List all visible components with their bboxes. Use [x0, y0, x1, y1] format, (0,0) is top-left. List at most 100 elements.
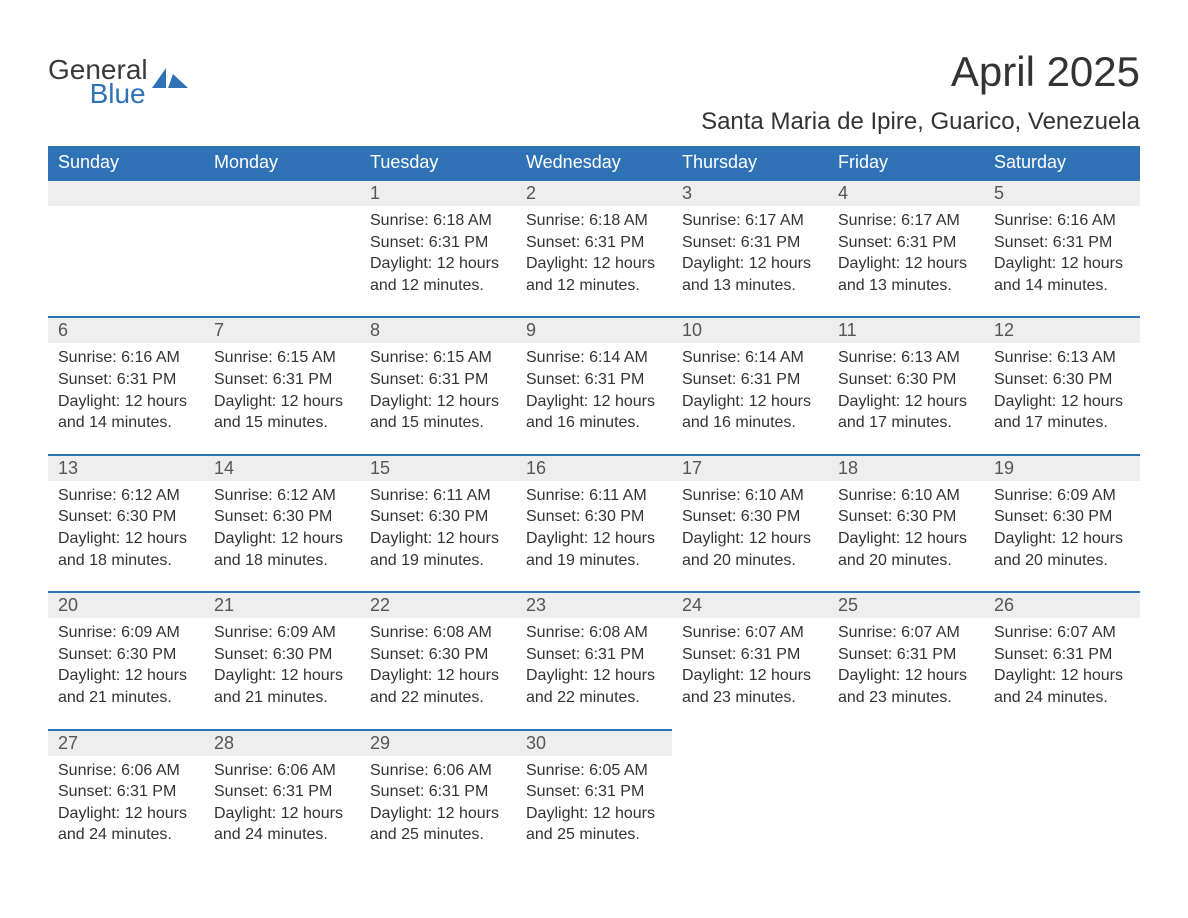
- daylight-text: Daylight: 12 hours and 13 minutes.: [838, 253, 974, 296]
- day-info-cell: Sunrise: 6:18 AMSunset: 6:31 PMDaylight:…: [360, 206, 516, 317]
- sunrise-text: Sunrise: 6:06 AM: [58, 760, 194, 782]
- day-info-cell: Sunrise: 6:15 AMSunset: 6:31 PMDaylight:…: [360, 343, 516, 454]
- sunset-text: Sunset: 6:30 PM: [370, 644, 506, 666]
- day-number-cell: 9: [516, 317, 672, 343]
- day-info-row: Sunrise: 6:09 AMSunset: 6:30 PMDaylight:…: [48, 618, 1140, 729]
- day-number-cell: 6: [48, 317, 204, 343]
- daylight-text: Daylight: 12 hours and 25 minutes.: [526, 803, 662, 846]
- sunset-text: Sunset: 6:30 PM: [214, 644, 350, 666]
- day-number-cell: [828, 730, 984, 756]
- sunrise-text: Sunrise: 6:09 AM: [214, 622, 350, 644]
- day-number-row: 12345: [48, 180, 1140, 206]
- sunset-text: Sunset: 6:30 PM: [58, 644, 194, 666]
- day-info-cell: [828, 756, 984, 866]
- daylight-text: Daylight: 12 hours and 24 minutes.: [214, 803, 350, 846]
- calendar-body: 12345Sunrise: 6:18 AMSunset: 6:31 PMDayl…: [48, 180, 1140, 866]
- day-info-cell: Sunrise: 6:10 AMSunset: 6:30 PMDaylight:…: [672, 481, 828, 592]
- day-number-cell: [984, 730, 1140, 756]
- weekday-header: Tuesday: [360, 146, 516, 180]
- weekday-header: Friday: [828, 146, 984, 180]
- day-info-cell: Sunrise: 6:13 AMSunset: 6:30 PMDaylight:…: [984, 343, 1140, 454]
- sunrise-text: Sunrise: 6:09 AM: [994, 485, 1130, 507]
- sunrise-text: Sunrise: 6:08 AM: [370, 622, 506, 644]
- sunrise-text: Sunrise: 6:17 AM: [682, 210, 818, 232]
- sunrise-text: Sunrise: 6:05 AM: [526, 760, 662, 782]
- sunset-text: Sunset: 6:31 PM: [682, 644, 818, 666]
- day-info-cell: Sunrise: 6:06 AMSunset: 6:31 PMDaylight:…: [48, 756, 204, 866]
- day-info-cell: Sunrise: 6:09 AMSunset: 6:30 PMDaylight:…: [984, 481, 1140, 592]
- daylight-text: Daylight: 12 hours and 21 minutes.: [58, 665, 194, 708]
- sunset-text: Sunset: 6:31 PM: [58, 369, 194, 391]
- daylight-text: Daylight: 12 hours and 19 minutes.: [526, 528, 662, 571]
- sunset-text: Sunset: 6:31 PM: [682, 232, 818, 254]
- sunrise-text: Sunrise: 6:15 AM: [214, 347, 350, 369]
- daylight-text: Daylight: 12 hours and 24 minutes.: [994, 665, 1130, 708]
- day-number-cell: 26: [984, 592, 1140, 618]
- weekday-header: Thursday: [672, 146, 828, 180]
- day-number-cell: 7: [204, 317, 360, 343]
- sunset-text: Sunset: 6:31 PM: [682, 369, 818, 391]
- sunset-text: Sunset: 6:31 PM: [370, 369, 506, 391]
- weekday-header: Monday: [204, 146, 360, 180]
- day-info-cell: Sunrise: 6:12 AMSunset: 6:30 PMDaylight:…: [204, 481, 360, 592]
- day-number-row: 6789101112: [48, 317, 1140, 343]
- daylight-text: Daylight: 12 hours and 15 minutes.: [214, 391, 350, 434]
- sunrise-text: Sunrise: 6:13 AM: [994, 347, 1130, 369]
- day-info-cell: [984, 756, 1140, 866]
- day-number-cell: [48, 180, 204, 206]
- day-info-cell: Sunrise: 6:13 AMSunset: 6:30 PMDaylight:…: [828, 343, 984, 454]
- sunset-text: Sunset: 6:31 PM: [994, 232, 1130, 254]
- weekday-header: Saturday: [984, 146, 1140, 180]
- day-number-cell: 20: [48, 592, 204, 618]
- sunset-text: Sunset: 6:31 PM: [838, 644, 974, 666]
- day-number-row: 20212223242526: [48, 592, 1140, 618]
- day-info-cell: Sunrise: 6:10 AMSunset: 6:30 PMDaylight:…: [828, 481, 984, 592]
- day-number-cell: 28: [204, 730, 360, 756]
- day-info-row: Sunrise: 6:06 AMSunset: 6:31 PMDaylight:…: [48, 756, 1140, 866]
- daylight-text: Daylight: 12 hours and 16 minutes.: [682, 391, 818, 434]
- logo: General Blue: [48, 48, 188, 108]
- sunrise-text: Sunrise: 6:17 AM: [838, 210, 974, 232]
- sunrise-text: Sunrise: 6:11 AM: [526, 485, 662, 507]
- sunset-text: Sunset: 6:30 PM: [682, 506, 818, 528]
- day-number-cell: 24: [672, 592, 828, 618]
- day-number-cell: [204, 180, 360, 206]
- daylight-text: Daylight: 12 hours and 16 minutes.: [526, 391, 662, 434]
- daylight-text: Daylight: 12 hours and 23 minutes.: [682, 665, 818, 708]
- sunrise-text: Sunrise: 6:16 AM: [994, 210, 1130, 232]
- day-info-cell: Sunrise: 6:06 AMSunset: 6:31 PMDaylight:…: [204, 756, 360, 866]
- sunset-text: Sunset: 6:30 PM: [994, 369, 1130, 391]
- sunset-text: Sunset: 6:31 PM: [370, 232, 506, 254]
- sunrise-text: Sunrise: 6:08 AM: [526, 622, 662, 644]
- daylight-text: Daylight: 12 hours and 25 minutes.: [370, 803, 506, 846]
- day-info-row: Sunrise: 6:18 AMSunset: 6:31 PMDaylight:…: [48, 206, 1140, 317]
- sunset-text: Sunset: 6:31 PM: [838, 232, 974, 254]
- day-info-cell: Sunrise: 6:05 AMSunset: 6:31 PMDaylight:…: [516, 756, 672, 866]
- daylight-text: Daylight: 12 hours and 22 minutes.: [526, 665, 662, 708]
- day-info-cell: Sunrise: 6:12 AMSunset: 6:30 PMDaylight:…: [48, 481, 204, 592]
- sunrise-text: Sunrise: 6:06 AM: [214, 760, 350, 782]
- sunrise-text: Sunrise: 6:10 AM: [682, 485, 818, 507]
- day-info-cell: Sunrise: 6:07 AMSunset: 6:31 PMDaylight:…: [828, 618, 984, 729]
- day-number-cell: 29: [360, 730, 516, 756]
- day-number-cell: 13: [48, 455, 204, 481]
- day-number-cell: [672, 730, 828, 756]
- day-info-cell: Sunrise: 6:16 AMSunset: 6:31 PMDaylight:…: [984, 206, 1140, 317]
- day-number-cell: 16: [516, 455, 672, 481]
- day-number-cell: 22: [360, 592, 516, 618]
- sunset-text: Sunset: 6:31 PM: [58, 781, 194, 803]
- day-info-cell: Sunrise: 6:11 AMSunset: 6:30 PMDaylight:…: [516, 481, 672, 592]
- sunrise-text: Sunrise: 6:14 AM: [526, 347, 662, 369]
- day-info-cell: Sunrise: 6:07 AMSunset: 6:31 PMDaylight:…: [672, 618, 828, 729]
- day-info-cell: Sunrise: 6:15 AMSunset: 6:31 PMDaylight:…: [204, 343, 360, 454]
- daylight-text: Daylight: 12 hours and 18 minutes.: [58, 528, 194, 571]
- day-number-cell: 19: [984, 455, 1140, 481]
- daylight-text: Daylight: 12 hours and 21 minutes.: [214, 665, 350, 708]
- daylight-text: Daylight: 12 hours and 17 minutes.: [838, 391, 974, 434]
- day-info-cell: Sunrise: 6:09 AMSunset: 6:30 PMDaylight:…: [204, 618, 360, 729]
- sunrise-text: Sunrise: 6:16 AM: [58, 347, 194, 369]
- day-number-cell: 2: [516, 180, 672, 206]
- day-number-cell: 5: [984, 180, 1140, 206]
- sunrise-text: Sunrise: 6:07 AM: [994, 622, 1130, 644]
- day-number-cell: 27: [48, 730, 204, 756]
